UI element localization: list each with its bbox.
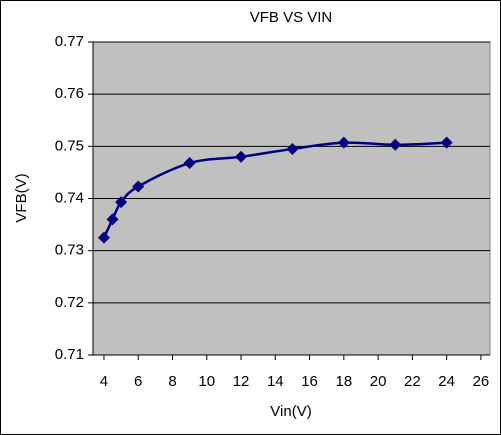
- chart-title: VFB VS VIN: [250, 9, 333, 26]
- x-tick-label: 4: [100, 373, 108, 390]
- y-axis-label: VFB(V): [13, 173, 30, 222]
- data-marker: [337, 136, 350, 149]
- y-tick-label: 0.73: [55, 242, 84, 259]
- x-tick-label: 18: [336, 373, 353, 390]
- x-tick-label: 10: [198, 373, 215, 390]
- data-marker: [183, 157, 196, 170]
- data-marker: [97, 231, 110, 244]
- x-tick-label: 14: [267, 373, 284, 390]
- y-tick-label: 0.72: [55, 294, 84, 311]
- x-tick-label: 6: [134, 373, 142, 390]
- x-tick-label: 20: [370, 373, 387, 390]
- data-marker: [286, 142, 299, 155]
- y-tick-label: 0.75: [55, 137, 84, 154]
- data-marker: [106, 213, 119, 226]
- y-tick-label: 0.71: [55, 346, 84, 363]
- x-tick-label: 16: [301, 373, 318, 390]
- data-marker: [115, 196, 128, 209]
- x-tick-label: 26: [473, 373, 490, 390]
- data-marker: [235, 150, 248, 163]
- series-line: [102, 141, 447, 239]
- x-axis-label: Vin(V): [270, 403, 311, 420]
- y-tick-label: 0.76: [55, 85, 84, 102]
- y-tick-label: 0.74: [55, 189, 84, 206]
- x-tick-label: 24: [438, 373, 455, 390]
- data-marker: [440, 136, 453, 149]
- data-marker: [132, 180, 145, 193]
- y-tick-label: 0.77: [55, 33, 84, 50]
- x-tick-label: 12: [233, 373, 250, 390]
- data-marker: [389, 138, 402, 151]
- x-tick-label: 8: [168, 373, 176, 390]
- x-tick-label: 22: [404, 373, 421, 390]
